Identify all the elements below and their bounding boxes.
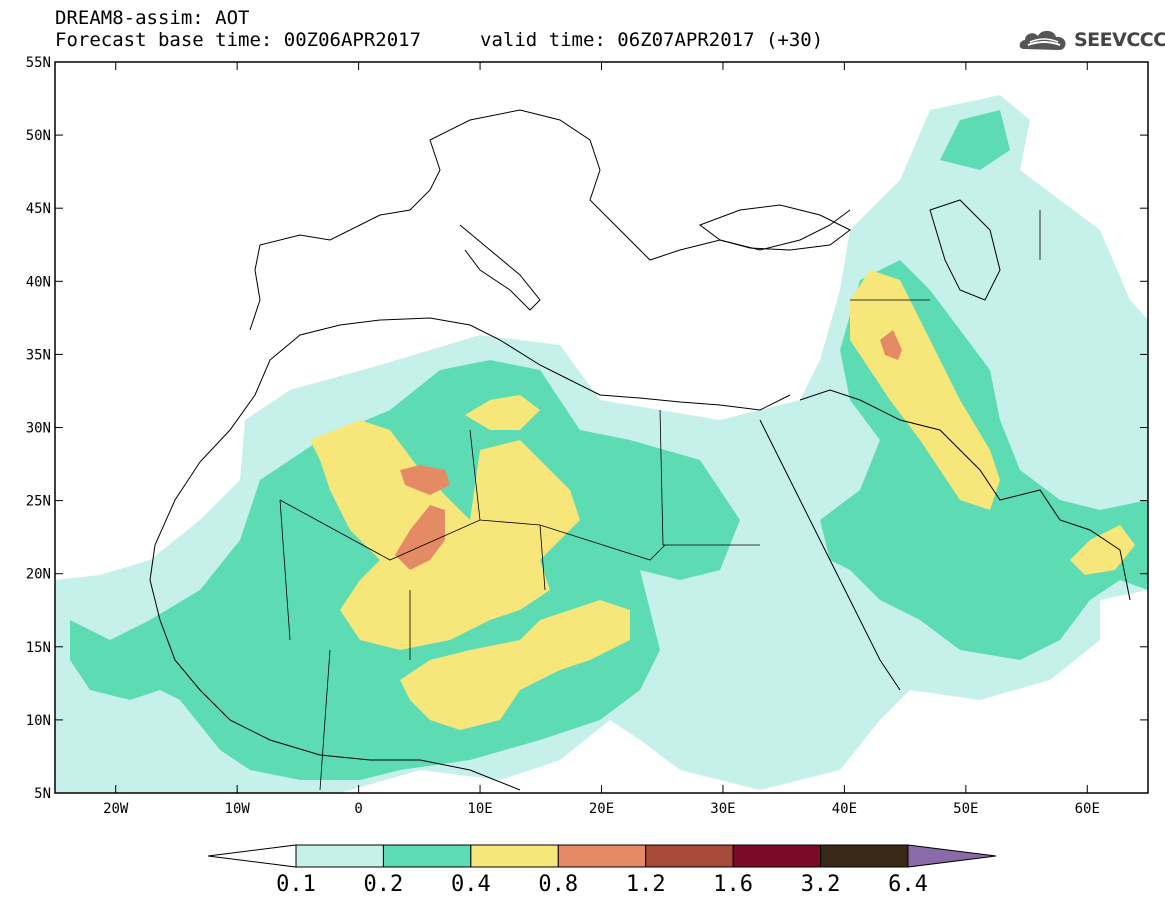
lat-tick-label: 45N [26, 201, 51, 217]
lon-tick-label: 20E [589, 801, 614, 817]
lat-tick-label: 5N [34, 786, 51, 802]
colorbar-swatch [732, 844, 822, 868]
coastline-africa-north [199, 317, 791, 463]
latitude-axis: 5N 10N 15N 20N 25N 30N 35N 40N 45N 50N 55N [26, 55, 1148, 802]
lon-tick-label: 50E [953, 801, 978, 817]
colorbar-label: 6.4 [888, 872, 928, 897]
lat-tick-label: 10N [26, 713, 51, 729]
colorbar-label: 3.2 [801, 872, 841, 897]
lat-tick-label: 40N [26, 274, 51, 290]
lon-tick-label: 20W [103, 801, 129, 817]
colorbar-swatch [820, 844, 909, 868]
aot-field [55, 95, 1148, 793]
lon-tick-label: 0 [354, 801, 362, 817]
coastlines [149, 109, 1131, 791]
colorbar: 0.1 0.2 0.4 0.8 1.2 1.6 3.2 6.4 [207, 844, 997, 897]
lat-tick-label: 50N [26, 128, 51, 144]
colorbar-label: 0.1 [276, 872, 316, 897]
colorbar-label: 0.2 [364, 872, 404, 897]
cloud-logo-icon [1019, 30, 1066, 50]
lat-tick-label: 20N [26, 567, 51, 583]
colorbar-swatch [557, 844, 647, 868]
map-title: DREAM8-assim: AOT [55, 7, 250, 29]
coastline-europe [249, 109, 851, 331]
lat-tick-label: 30N [26, 421, 51, 437]
colorbar-high-arrow [907, 844, 997, 868]
lon-tick-label: 30E [710, 801, 735, 817]
colorbar-swatch [382, 844, 472, 868]
lon-tick-label: 10E [467, 801, 492, 817]
lat-tick-label: 15N [26, 640, 51, 656]
lon-tick-label: 40E [832, 801, 857, 817]
colorbar-label: 0.8 [538, 872, 578, 897]
colorbar-label: 0.4 [451, 872, 491, 897]
coastline-black-sea [698, 204, 851, 251]
lon-tick-label: 10W [225, 801, 251, 817]
lon-tick-label: 60E [1075, 801, 1100, 817]
lat-tick-label: 25N [26, 494, 51, 510]
coastline-red-sea [759, 419, 901, 691]
border-lines [279, 210, 1041, 791]
logo-text: SEEVCCC [1074, 29, 1165, 51]
colorbar-swatch [295, 844, 384, 868]
coastline-caspian [929, 199, 1001, 301]
aot-contour-level-3 [310, 270, 1135, 730]
colorbar-swatch [645, 844, 734, 868]
colorbar-low-arrow [207, 844, 297, 868]
valid-time: valid time: 06Z07APR2017 (+30) [480, 29, 824, 51]
coastline-arabia [799, 389, 1131, 601]
coastline-italy [459, 224, 541, 311]
longitude-axis: 20W 10W 0 10E 20E 30E 40E 50E 60E [103, 62, 1100, 817]
lat-tick-label: 35N [26, 347, 51, 363]
lat-tick-label: 55N [26, 55, 51, 71]
colorbar-swatch [470, 844, 559, 868]
forecast-base-time: Forecast base time: 00Z06APR2017 [55, 29, 422, 51]
colorbar-label: 1.2 [626, 872, 666, 897]
colorbar-label: 1.6 [713, 872, 753, 897]
coastline-africa-west [149, 461, 521, 791]
seevccc-logo: SEEVCCC [1016, 24, 1165, 56]
